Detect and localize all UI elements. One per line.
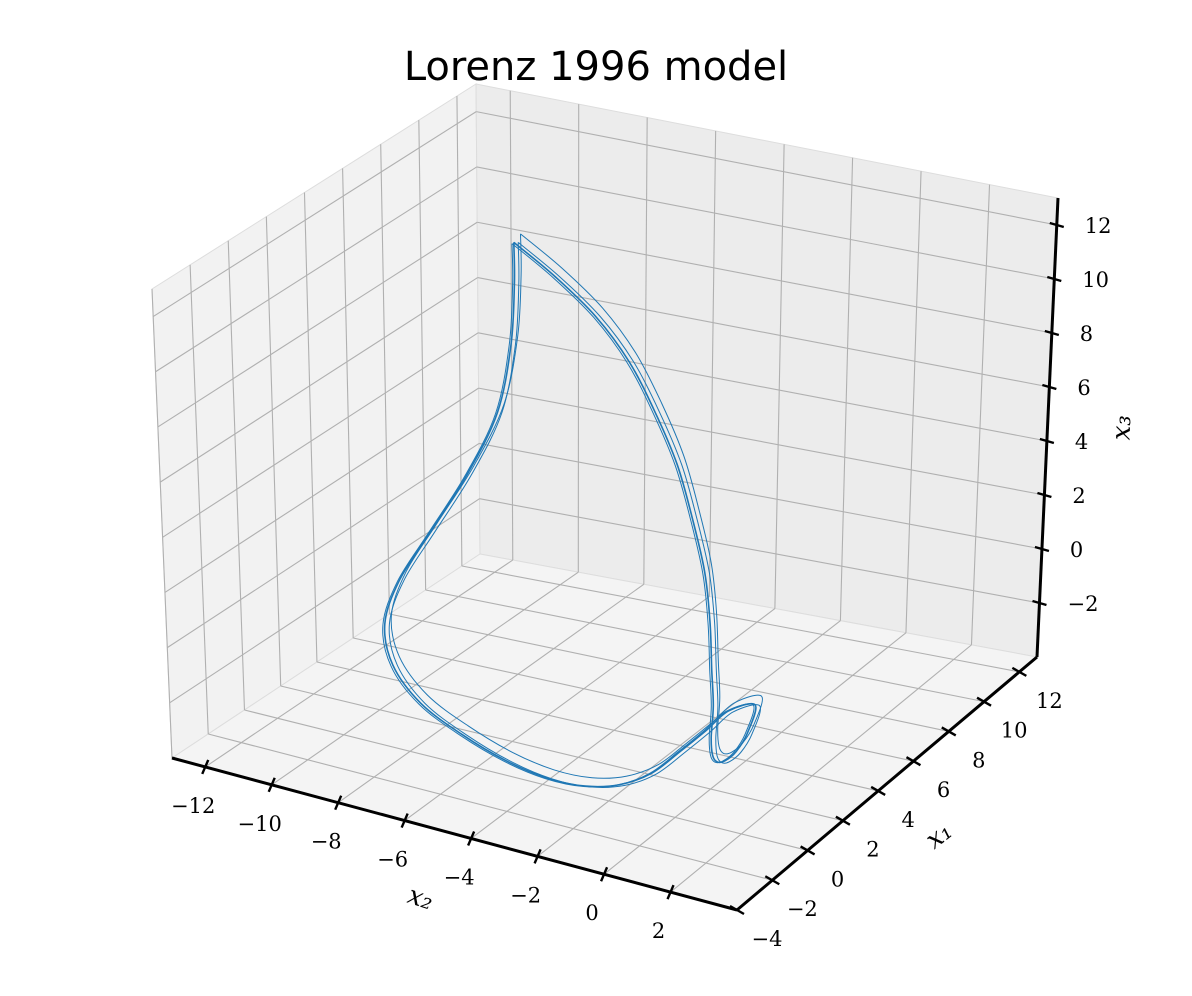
- x-tick-label: 0: [585, 901, 598, 925]
- x-tick-label: −2: [510, 883, 541, 907]
- y-tick-label: 2: [866, 838, 879, 862]
- z-tick-label: 0: [1070, 538, 1083, 562]
- y-tick-label: 8: [972, 748, 985, 772]
- y-tick-label: −4: [752, 927, 783, 951]
- y-tick-label: 4: [902, 808, 915, 832]
- z-tick-label: 8: [1080, 322, 1093, 346]
- z-tick-label: 4: [1075, 430, 1088, 454]
- z-tick-label: 10: [1082, 268, 1109, 292]
- z-tick-label: 2: [1072, 484, 1085, 508]
- y-tick-label: 12: [1036, 689, 1063, 713]
- y-tick-label: −2: [787, 897, 818, 921]
- x-axis-label: x₂: [404, 880, 437, 916]
- z-tick-label: −2: [1068, 592, 1099, 616]
- x-tick-label: −12: [171, 794, 215, 818]
- z-tick-label: 12: [1085, 214, 1112, 238]
- x-tick-label: −6: [377, 848, 408, 872]
- z-axis-label: x₃: [1107, 415, 1138, 441]
- chart-title: Lorenz 1996 model: [0, 44, 1192, 90]
- x-tick-label: −8: [311, 830, 342, 854]
- y-tick-label: 6: [937, 778, 950, 802]
- y-axis-label: x₁: [920, 816, 958, 855]
- x-tick-label: −4: [444, 866, 475, 890]
- y-tick-label: 10: [1001, 719, 1028, 743]
- y-tick-label: 0: [831, 868, 844, 892]
- x-tick-label: −10: [238, 812, 282, 836]
- z-tick-label: 6: [1077, 376, 1090, 400]
- x-tick-label: 2: [652, 919, 665, 943]
